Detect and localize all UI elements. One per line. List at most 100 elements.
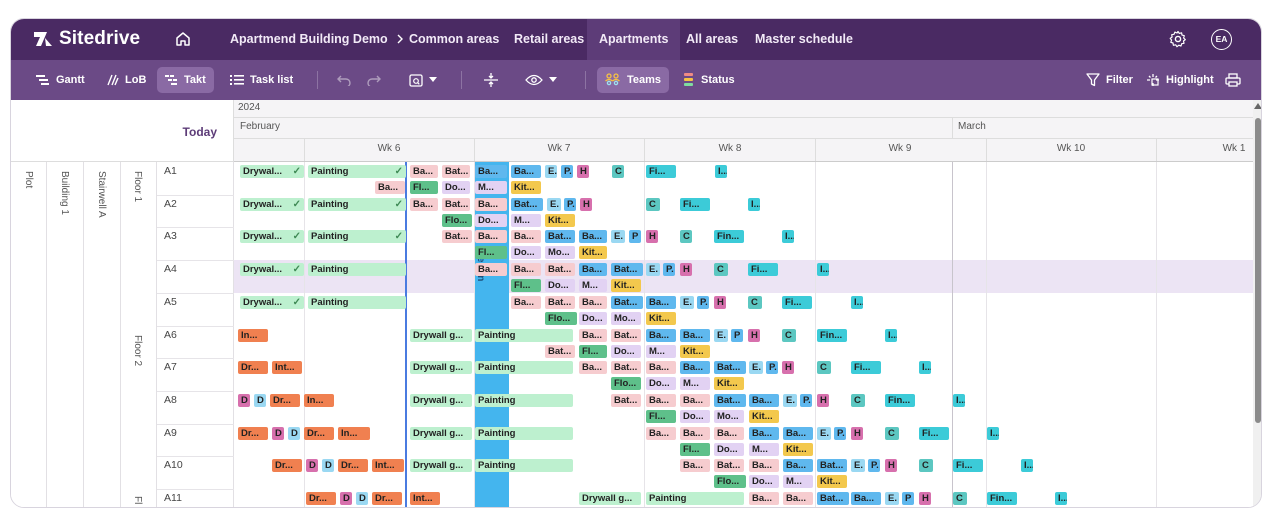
task-bar[interactable]: P. <box>697 295 709 309</box>
task-bar[interactable]: Ba... <box>475 197 507 211</box>
task-bar[interactable]: H <box>577 165 589 178</box>
redo-button[interactable] <box>359 67 389 93</box>
row-label-a3[interactable]: A3 <box>164 230 177 243</box>
task-bar[interactable]: Fl... <box>475 246 507 260</box>
task-bar[interactable]: Kit... <box>646 311 676 325</box>
task-bar[interactable]: E. <box>885 492 899 505</box>
row-label-a9[interactable]: A9 <box>164 426 177 439</box>
task-bar[interactable]: Fi... <box>919 426 949 440</box>
task-bar[interactable]: Flo... <box>714 475 746 489</box>
task-bar[interactable]: Painting <box>475 328 573 342</box>
task-bar[interactable]: I... <box>1021 459 1033 473</box>
task-bar[interactable]: C <box>680 230 692 244</box>
task-bar[interactable]: Dr... <box>304 426 334 440</box>
task-bar[interactable]: Painting ✓ <box>308 165 406 178</box>
tab-common-areas[interactable]: Common areas <box>409 32 500 46</box>
task-bar[interactable]: Ba... <box>783 492 813 505</box>
task-bar[interactable]: C <box>953 492 967 505</box>
task-bar[interactable]: H <box>817 393 829 407</box>
task-bar[interactable]: Fi... <box>851 361 881 375</box>
task-bar[interactable]: P. <box>564 197 576 211</box>
task-bar[interactable]: Kit... <box>545 213 575 227</box>
task-bar[interactable]: Do... <box>511 246 541 260</box>
task-bar[interactable]: Drywall g... <box>410 361 472 375</box>
task-bar[interactable]: Bat... <box>442 165 470 178</box>
task-bar[interactable]: Bat... <box>545 263 575 277</box>
task-bar[interactable]: Bat... <box>611 263 643 277</box>
task-bar[interactable]: Ba... <box>475 230 507 244</box>
task-bar[interactable]: P <box>902 492 914 505</box>
task-bar[interactable]: Ba... <box>680 361 710 375</box>
task-bar[interactable]: E. <box>783 393 797 407</box>
task-bar[interactable]: In... <box>304 393 334 407</box>
task-bar[interactable]: Fi... <box>748 263 778 277</box>
today-button[interactable]: Today <box>182 125 217 139</box>
task-bar[interactable]: Dr... <box>238 361 268 375</box>
scroll-thumb[interactable] <box>1255 118 1261 423</box>
task-bar[interactable]: I... <box>953 393 965 407</box>
task-bar[interactable]: In... <box>338 426 370 440</box>
tab-retail-areas[interactable]: Retail areas <box>514 32 585 46</box>
user-avatar[interactable]: EA <box>1211 29 1232 50</box>
task-bar[interactable]: Drywal... ✓ <box>240 263 304 277</box>
task-bar[interactable]: Ba... <box>749 426 779 440</box>
task-bar[interactable]: M... <box>579 279 607 293</box>
row-label-a11[interactable]: A11 <box>164 492 182 504</box>
breadcrumb-project[interactable]: Apartmend Building Demo <box>230 32 404 46</box>
task-bar[interactable]: Dr... <box>238 426 268 440</box>
task-bar[interactable]: Bat... <box>714 361 746 375</box>
lob-view-button[interactable]: LoB <box>99 67 154 93</box>
task-bar[interactable]: Ba... <box>579 230 607 244</box>
gantt-view-button[interactable]: Gantt <box>28 67 93 93</box>
task-bar[interactable]: Drywall g... <box>410 328 472 342</box>
task-bar[interactable]: Bat... <box>511 197 543 211</box>
tab-master-schedule[interactable]: Master schedule <box>755 32 853 46</box>
task-bar[interactable]: Int... <box>272 361 302 375</box>
task-bar[interactable]: D <box>356 492 368 505</box>
task-bar[interactable]: Drywal... ✓ <box>240 295 304 309</box>
takt-view-button[interactable]: Takt <box>157 67 214 93</box>
task-bar[interactable]: E. <box>817 426 831 440</box>
task-bar[interactable]: P. <box>663 263 675 277</box>
task-bar[interactable]: Ba... <box>749 459 779 473</box>
task-bar[interactable]: Ba... <box>646 393 676 407</box>
task-bar[interactable]: Fl... <box>410 181 438 194</box>
task-bar[interactable]: Bat... <box>545 344 575 358</box>
task-bar[interactable]: E. <box>714 328 728 342</box>
task-bar[interactable]: M... <box>680 377 710 391</box>
task-bar[interactable]: Kit... <box>817 475 847 489</box>
task-bar[interactable]: Ba... <box>475 263 507 277</box>
task-bar[interactable]: Dr... <box>272 459 302 473</box>
row-density-button[interactable] <box>475 67 507 93</box>
task-bar[interactable]: C <box>748 295 762 309</box>
task-bar[interactable]: Int... <box>372 459 404 473</box>
task-bar[interactable]: E. <box>547 197 561 211</box>
task-bar[interactable]: Bat... <box>611 361 641 375</box>
tab-all-areas[interactable]: All areas <box>686 32 739 46</box>
task-bar[interactable]: M... <box>783 475 813 489</box>
row-label-a4[interactable]: A4 <box>164 263 177 276</box>
task-bar[interactable]: Painting <box>475 459 573 473</box>
task-bar[interactable]: Kit... <box>611 279 641 293</box>
undo-button[interactable] <box>329 67 359 93</box>
task-bar[interactable]: Ba... <box>749 492 779 505</box>
task-bar[interactable]: H <box>919 492 931 505</box>
task-bar[interactable]: Ba... <box>579 328 607 342</box>
task-bar[interactable]: Int... <box>410 492 440 505</box>
task-bar[interactable]: Do... <box>475 213 507 227</box>
task-bar[interactable]: Ba... <box>851 492 881 505</box>
task-bar[interactable]: Fl... <box>511 279 541 293</box>
task-bar[interactable]: Drywal... ✓ <box>240 165 304 178</box>
home-icon[interactable] <box>174 30 192 48</box>
vertical-scrollbar[interactable] <box>1253 100 1261 507</box>
task-bar[interactable]: In... <box>238 328 268 342</box>
teams-color-button[interactable]: Teams <box>597 67 670 93</box>
task-bar[interactable]: I... <box>782 230 794 244</box>
logo[interactable]: Sitedrive <box>33 28 140 50</box>
task-bar[interactable]: P. <box>800 393 812 407</box>
task-bar[interactable]: Fi... <box>680 197 710 211</box>
task-bar[interactable]: C <box>612 165 624 178</box>
task-bar[interactable]: Kit... <box>680 344 710 358</box>
task-bar[interactable]: H <box>885 459 897 473</box>
task-bar[interactable]: Flo... <box>611 377 641 391</box>
